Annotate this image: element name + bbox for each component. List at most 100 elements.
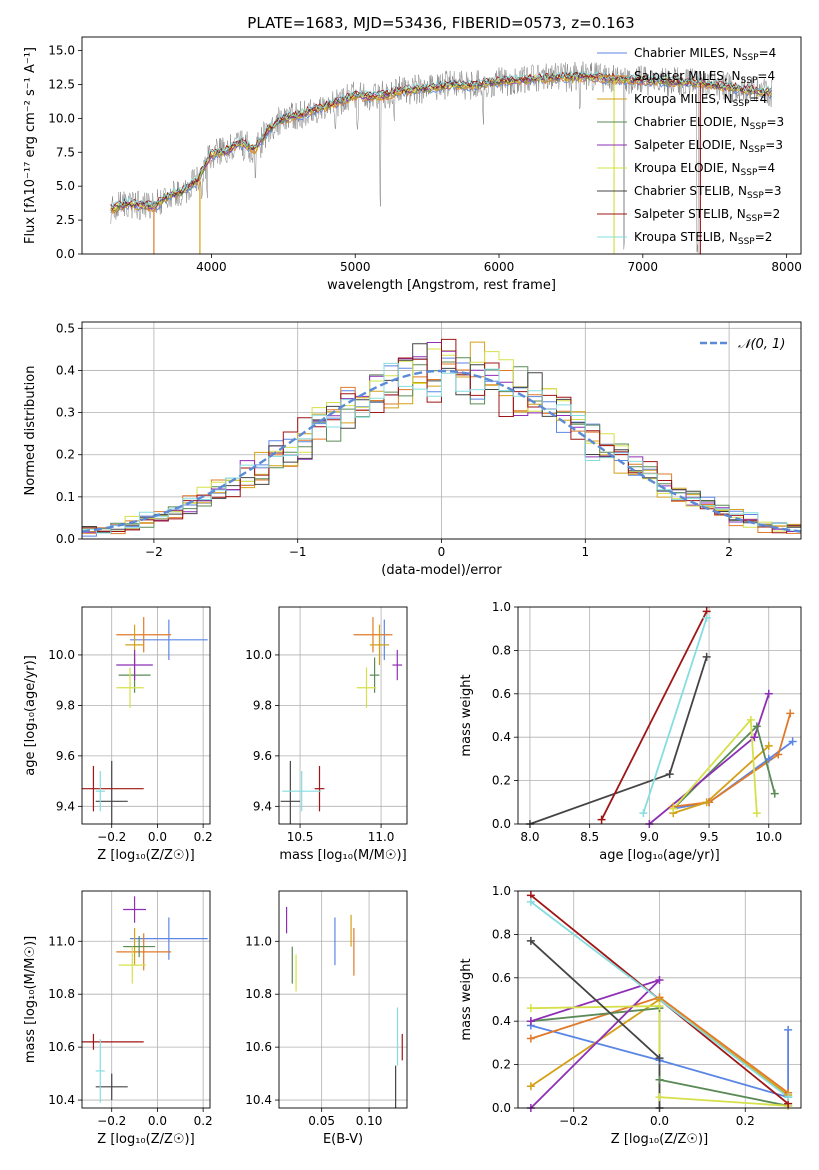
y-tick-label: 0.2	[492, 774, 511, 788]
legend-entry: Kroupa ELODIE, NSSP=4	[634, 161, 775, 178]
spectrum-panel: 4000 5000 6000 7000 8000 0.0 2.5 5.0 7.5 10.0 12.5…	[23, 36, 802, 293]
mass-weight-marker	[770, 789, 779, 798]
legend-entry: Salpeter MILES, NSSP=4	[634, 69, 775, 86]
errorbar-point	[116, 649, 153, 681]
mass-weight-marker	[764, 689, 773, 698]
errorbar-point	[116, 617, 172, 653]
mass-weight-marker	[702, 798, 711, 807]
x-axis-label: Z [log₁₀(Z/Z☉)]	[611, 1132, 708, 1147]
x-axis-label: Z [log₁₀(Z/Z☉)]	[97, 1132, 194, 1147]
axes-frame	[81, 606, 211, 825]
y-tick-label: 12.5	[48, 77, 75, 91]
errorbar-point	[130, 917, 208, 960]
mass-weight-marker	[784, 1025, 793, 1034]
errorbar-point	[123, 935, 156, 958]
mass-weight-marker	[784, 1093, 793, 1102]
histogram-series	[82, 362, 801, 534]
y-tick-label: 11.0	[48, 934, 75, 948]
x-tick-label: −0.2	[97, 1114, 126, 1128]
y-tick-label: 2.5	[56, 213, 75, 227]
y-tick-label: 15.0	[48, 44, 75, 58]
plot-area	[82, 617, 208, 824]
y-tick-label: 0.6	[492, 687, 511, 701]
mass-weight-series	[673, 740, 794, 810]
y-axis-label: mass weight	[459, 674, 474, 756]
mass-weight-marker	[526, 1082, 535, 1091]
y-tick-label: 10.0	[48, 648, 75, 662]
x-tick-label: 0.0	[650, 1114, 669, 1128]
errorbar-point	[116, 933, 172, 971]
mass-weight-series	[673, 713, 792, 808]
x-tick-label: 0.2	[736, 1114, 755, 1128]
axes-frame	[278, 606, 408, 825]
mass-weight-marker	[526, 1034, 535, 1043]
errorbar-point	[95, 760, 128, 824]
age-vs-metallicity-panel: −0.2 0.0 0.2 9.4 9.6 9.8 10.0 Z [log₁₀(Z/Z☉)] ag…	[23, 606, 213, 863]
y-tick-label: 0.8	[492, 643, 511, 657]
model-spectrum-line	[110, 74, 772, 212]
mass-weight-marker	[526, 897, 535, 906]
y-tick-label: 10.0	[48, 111, 75, 125]
mass-weight-marker	[526, 936, 535, 945]
y-tick-label: 0.4	[492, 730, 511, 744]
legend-entry: Chabrier ELODIE, NSSP=3	[634, 115, 784, 132]
errorbar-point	[116, 667, 144, 708]
legend-entry: 𝒩(0, 1)	[738, 337, 785, 352]
mass-weight-marker	[597, 815, 606, 824]
errorbar-point	[392, 649, 403, 681]
mass-weight-marker	[774, 750, 783, 759]
y-axis-label: age [log₁₀(age/yr)]	[23, 655, 38, 776]
y-tick-label: 9.8	[253, 698, 272, 712]
y-tick-label: 11.0	[245, 934, 272, 948]
y-axis-label: Normed distribution	[23, 366, 38, 496]
figure-title: PLATE=1683, MJD=53436, FIBERID=0573, z=0…	[247, 14, 634, 32]
y-tick-label: 10.4	[245, 1093, 272, 1107]
x-tick-label: 11.0	[368, 830, 395, 844]
x-tick-label: 10.0	[755, 830, 782, 844]
y-tick-label: 0.3	[56, 406, 75, 420]
x-tick-label: 6000	[484, 260, 515, 274]
y-tick-label: 9.6	[253, 749, 272, 763]
model-spectrum-line	[110, 71, 772, 209]
mass-weight-marker	[655, 1002, 664, 1011]
x-tick-label: 0.2	[194, 1114, 213, 1128]
axes-frame	[81, 321, 802, 540]
x-axis-label: age [log₁₀(age/yr)]	[599, 848, 720, 863]
y-tick-label: 0.4	[56, 363, 75, 377]
errorbar-point	[282, 771, 322, 812]
y-axis-label: mass weight	[459, 958, 474, 1040]
mass-weight-vs-metallicity-panel: −0.2 0.0 0.2 0.0 0.2 0.4 0.6 0.8 1.0 Z [log₁₀(Z/Z…	[459, 884, 802, 1147]
mass-weight-marker	[655, 1054, 664, 1063]
y-tick-label: 0.8	[492, 927, 511, 941]
x-tick-label: 0	[438, 545, 446, 559]
mass-weight-vs-age-panel: 8.0 8.5 9.0 9.5 10.0 0.0 0.2 0.4 0.6 0.8 1.0 age [l…	[459, 600, 802, 863]
x-axis-label: wavelength [Angstrom, rest frame]	[327, 278, 556, 293]
mass-vs-extinction-panel: 0.05 0.10 10.4 10.6 10.8 11.0 E(B-V)	[245, 890, 408, 1147]
mass-weight-marker	[639, 809, 648, 818]
mass-weight-marker	[786, 709, 795, 718]
x-tick-label: 9.5	[700, 830, 719, 844]
y-tick-label: 10.6	[48, 1040, 75, 1054]
errorbar-point	[95, 1073, 128, 1101]
y-tick-label: 0.4	[492, 1014, 511, 1028]
y-tick-label: 0.5	[56, 321, 75, 335]
x-axis-label: (data-model)/error	[381, 563, 502, 578]
x-axis-label: E(B-V)	[323, 1132, 363, 1147]
normal-distribution-curve	[82, 369, 801, 533]
errorbar-point	[95, 1039, 105, 1103]
x-tick-label: 9.0	[640, 830, 659, 844]
axes-frame	[81, 890, 211, 1109]
y-tick-label: 9.4	[56, 799, 75, 813]
mass-weight-series	[530, 1005, 789, 1107]
errorbar-point	[280, 760, 301, 824]
y-tick-label: 1.0	[492, 600, 511, 614]
x-tick-label: 4000	[196, 260, 227, 274]
mass-weight-marker	[702, 652, 711, 661]
mass-weight-marker	[702, 613, 711, 622]
x-tick-label: −1	[289, 545, 307, 559]
errorbar-point	[95, 771, 105, 812]
mass-weight-marker	[750, 733, 759, 742]
x-tick-label: 0.10	[356, 1114, 383, 1128]
mass-weight-series	[600, 610, 708, 821]
